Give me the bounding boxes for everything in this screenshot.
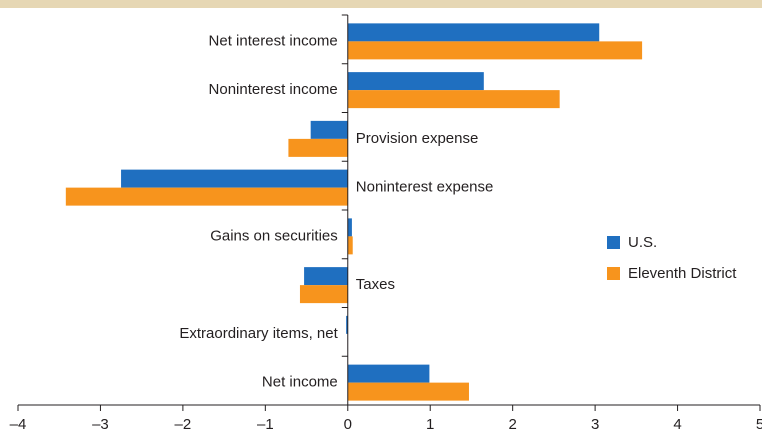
- category-label: Provision expense: [356, 130, 479, 147]
- top-band: [0, 0, 762, 8]
- x-tick-label: 2: [508, 416, 516, 433]
- bar: [299, 285, 348, 304]
- x-tick-label: –2: [175, 416, 192, 433]
- category-label: Net interest income: [209, 32, 338, 49]
- bar: [304, 267, 348, 286]
- legend-swatch: [607, 267, 620, 280]
- legend-swatch: [607, 236, 620, 249]
- category-label: Noninterest expense: [356, 179, 494, 196]
- x-tick-label: –3: [92, 416, 109, 433]
- bar: [347, 41, 643, 60]
- bar: [347, 72, 484, 91]
- category-label: Gains on securities: [210, 227, 338, 244]
- x-tick-label: 5: [756, 416, 762, 433]
- x-tick-label: 3: [591, 416, 599, 433]
- bar: [288, 138, 348, 157]
- x-tick-label: 0: [344, 416, 352, 433]
- x-tick-label: 1: [426, 416, 434, 433]
- category-label: Extraordinary items, net: [179, 325, 338, 342]
- bar: [347, 382, 469, 401]
- bar: [65, 187, 348, 206]
- bar: [347, 23, 600, 42]
- bar: [347, 236, 353, 255]
- x-tick-label: 4: [673, 416, 681, 433]
- category-label: Noninterest income: [209, 81, 338, 98]
- x-tick-label: –1: [257, 416, 274, 433]
- category-label: Net income: [262, 374, 338, 391]
- bar: [347, 218, 352, 237]
- bar: [310, 120, 348, 139]
- legend-label: U.S.: [628, 234, 657, 251]
- category-label: Taxes: [356, 276, 395, 293]
- bar: [346, 315, 348, 334]
- x-tick-label: –4: [10, 416, 27, 433]
- bar: [347, 90, 560, 109]
- bar: [121, 169, 348, 188]
- bar: [347, 364, 430, 383]
- legend-label: Eleventh District: [628, 265, 737, 282]
